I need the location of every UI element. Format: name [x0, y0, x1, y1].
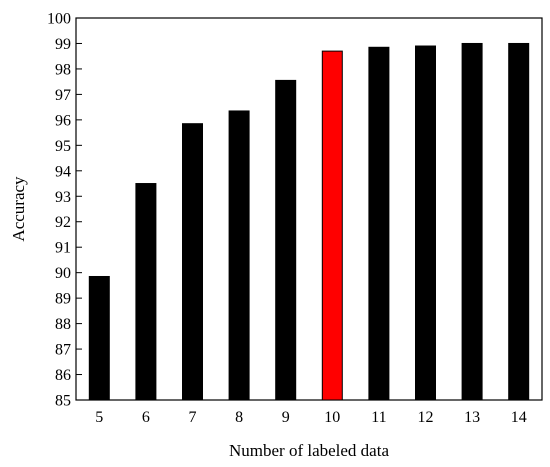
x-tick-label: 11	[371, 409, 386, 426]
y-tick-label: 87	[55, 342, 71, 359]
y-tick-label: 95	[55, 138, 71, 155]
y-tick-label: 91	[55, 240, 71, 257]
y-tick-label: 99	[55, 36, 71, 53]
y-tick-label: 100	[47, 11, 71, 28]
x-tick-label: 8	[235, 409, 243, 426]
y-axis-title: Accuracy	[9, 176, 28, 242]
y-tick-label: 94	[55, 163, 71, 180]
x-tick-label: 10	[324, 409, 340, 426]
x-tick-label: 6	[142, 409, 150, 426]
y-tick-label: 89	[55, 291, 71, 308]
y-tick-label: 86	[55, 367, 71, 384]
x-tick-label: 5	[95, 409, 103, 426]
x-tick-label: 9	[282, 409, 290, 426]
y-tick-label: 90	[55, 265, 71, 282]
bar-9	[275, 79, 297, 401]
y-axis: 85 86 87 88 89 90 91 92 93 94 95 96 97 98 99 100	[47, 11, 82, 410]
y-tick-label: 88	[55, 316, 71, 333]
y-tick-label: 92	[55, 214, 71, 231]
bar-13	[461, 42, 483, 401]
bar-8	[228, 110, 250, 401]
bar-6	[135, 183, 157, 401]
bar-14	[508, 42, 530, 401]
bar-10	[321, 50, 343, 401]
bar-11	[368, 46, 390, 401]
plot-area-frame	[75, 17, 543, 401]
bar-5	[88, 275, 110, 401]
bar-12	[415, 45, 436, 401]
x-axis-title: Number of labeled data	[229, 441, 389, 460]
bar-7	[182, 123, 203, 401]
x-tick-label: 13	[464, 409, 480, 426]
x-tick-label: 7	[189, 409, 197, 426]
y-tick-label: 98	[55, 61, 71, 78]
y-tick-label: 97	[55, 87, 71, 104]
y-tick-label: 85	[55, 393, 71, 410]
bars-group	[88, 42, 530, 401]
y-tick-label: 96	[55, 112, 71, 129]
x-tick-label: 12	[418, 409, 434, 426]
y-tick-label: 93	[55, 189, 71, 206]
x-tick-label: 14	[511, 409, 527, 426]
